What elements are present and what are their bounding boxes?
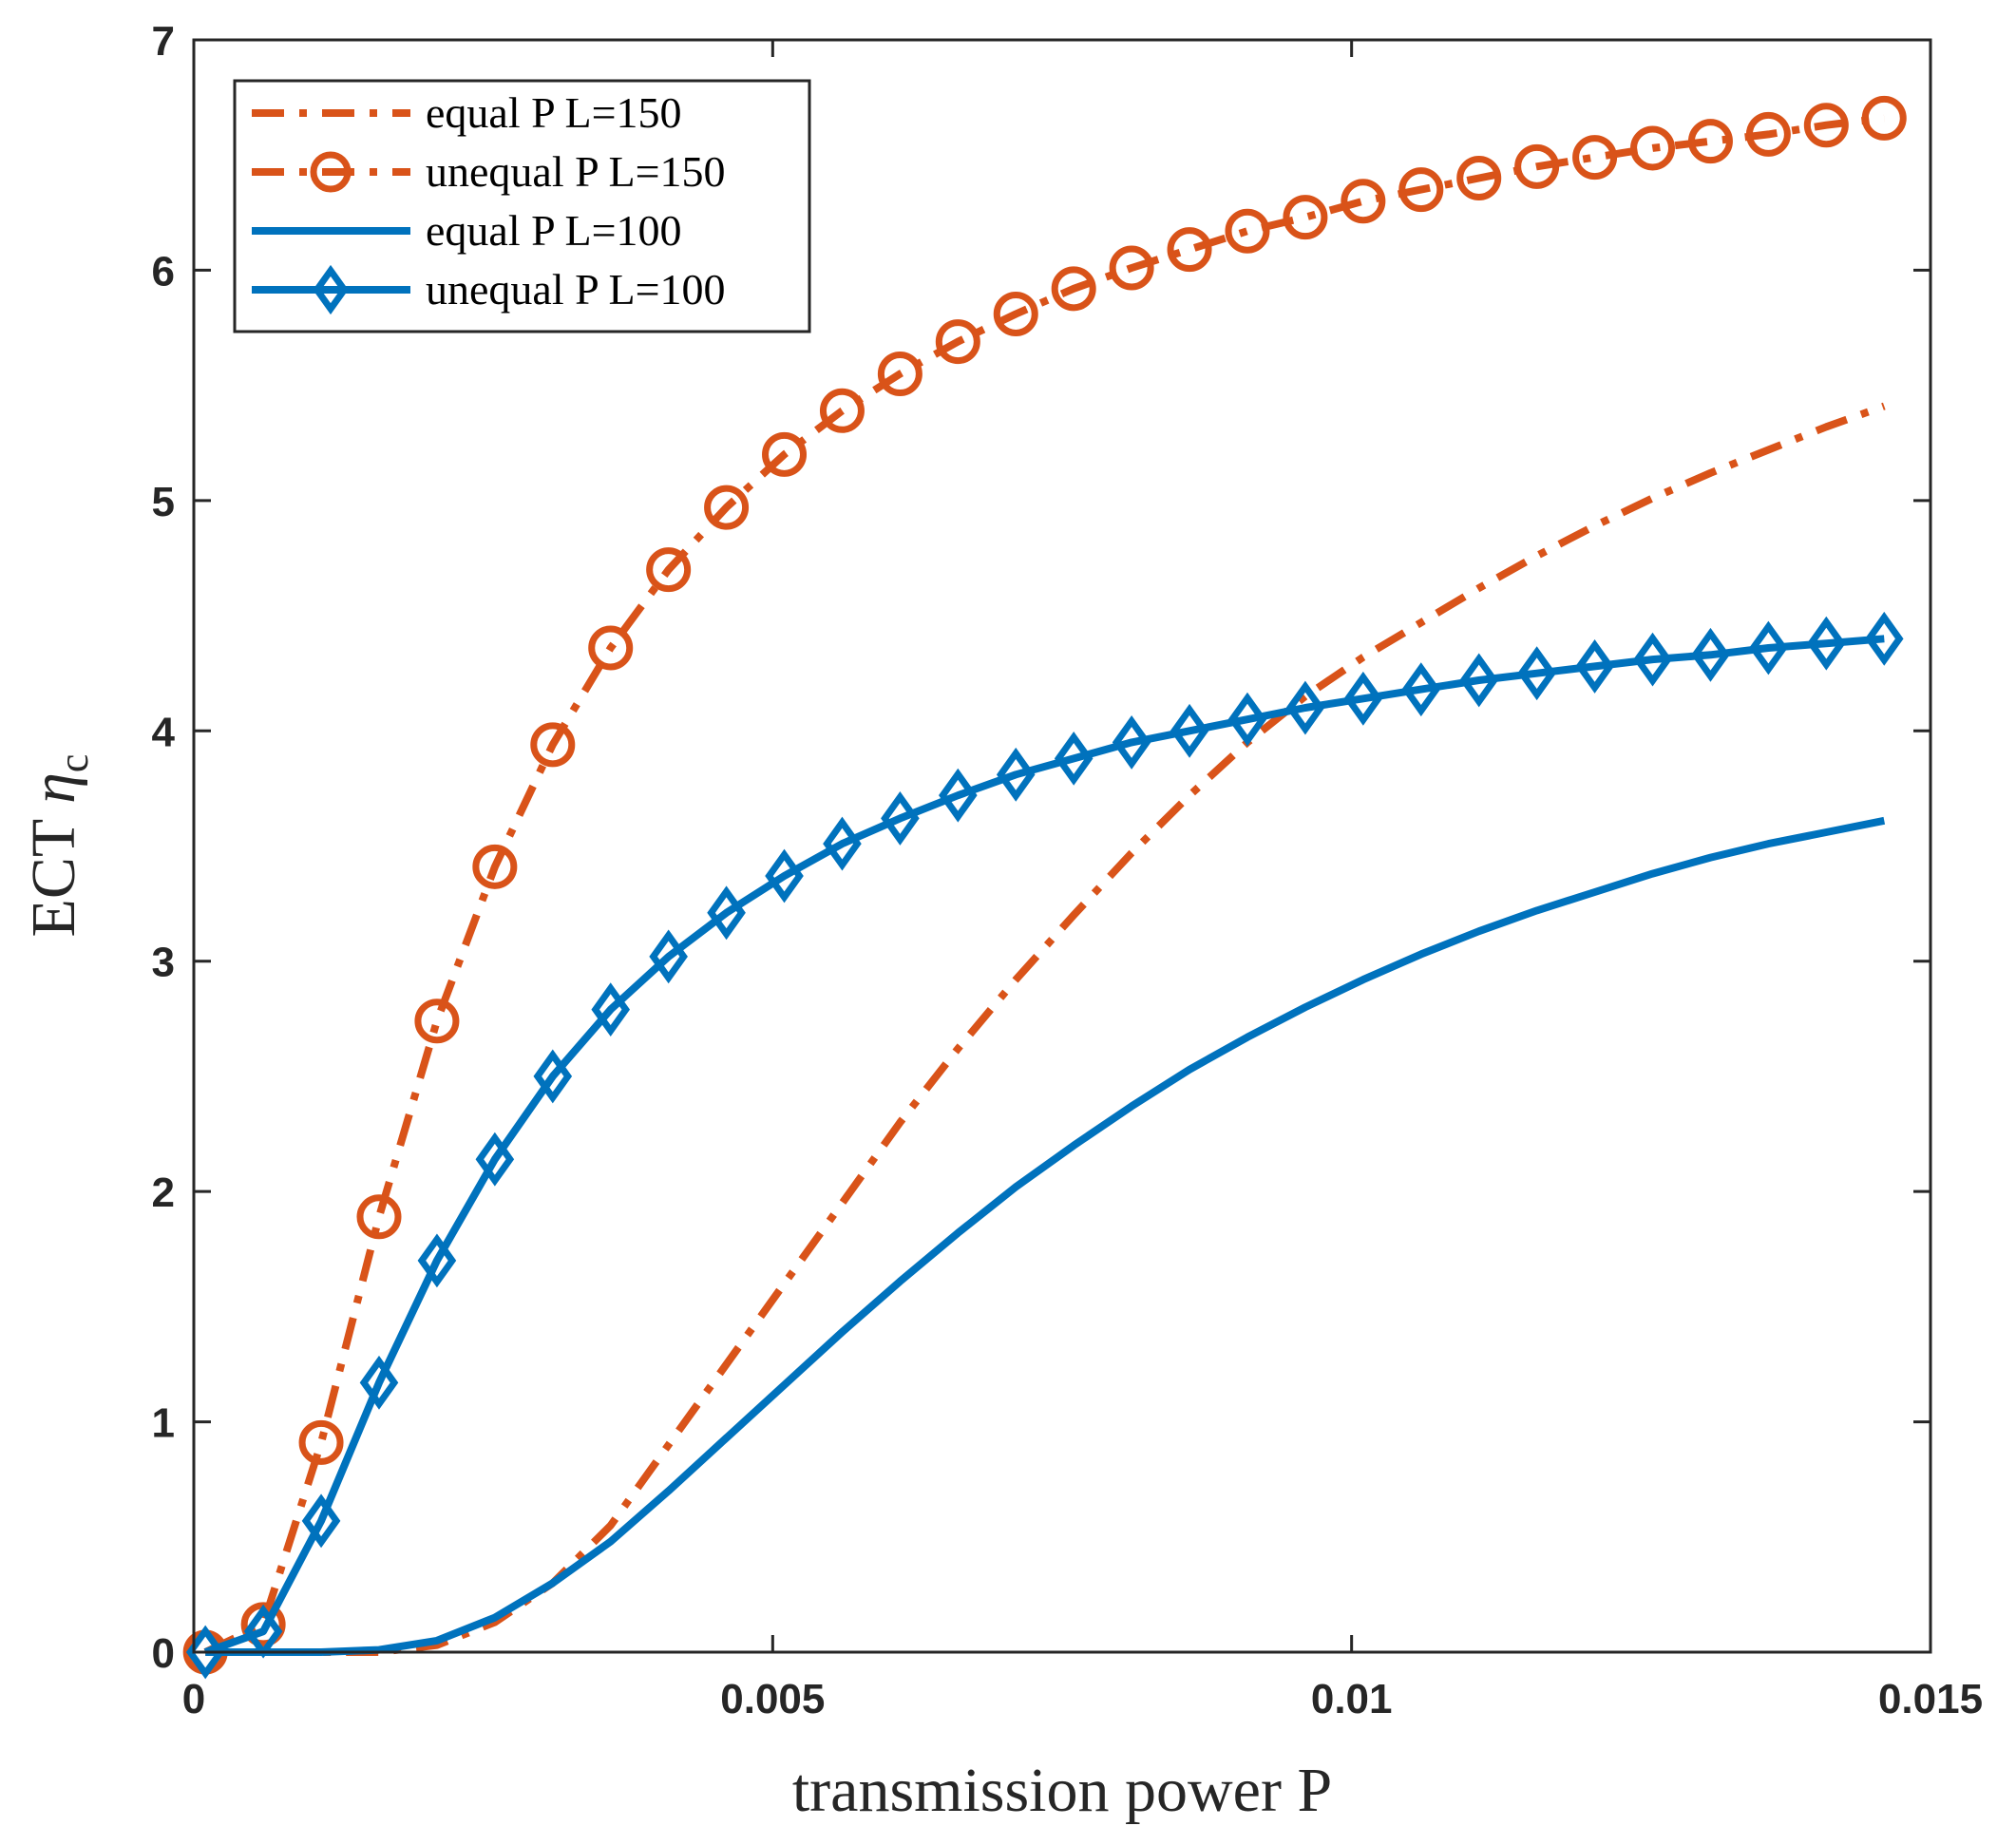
legend-entry-3: unequal P L=100 (252, 264, 726, 315)
data-point-3-15 (1054, 731, 1094, 786)
y-tick-label: 7 (152, 18, 175, 65)
legend: equal P L=150 unequal P L=150 equal P L=10… (233, 79, 811, 333)
x-tick-label: 0 (182, 1676, 205, 1722)
x-tick-label: 0.01 (1311, 1676, 1393, 1722)
legend-label: unequal P L=150 (426, 147, 726, 196)
series-line-0 (205, 402, 1886, 1656)
data-point-1-16 (1109, 245, 1154, 291)
data-point-3-22 (1459, 653, 1499, 708)
data-point-1-7 (588, 625, 634, 671)
data-point-3-26 (1691, 627, 1730, 682)
series-2 (205, 816, 1886, 1656)
data-point-1-19 (1283, 195, 1328, 240)
y-tick-label: 4 (152, 709, 176, 755)
data-point-1-5 (472, 844, 518, 889)
data-point-1-4 (414, 999, 460, 1044)
data-point-3-27 (1749, 620, 1788, 675)
data-point-1-2 (298, 1419, 344, 1465)
data-point-3-16 (1112, 714, 1151, 770)
x-tick-label: 0.005 (720, 1676, 825, 1722)
y-axis-label-symbol: η (19, 772, 88, 804)
data-point-1-20 (1341, 179, 1386, 224)
data-point-3-10 (765, 848, 804, 903)
y-tick-label: 5 (152, 479, 175, 525)
series-3 (185, 611, 1904, 1680)
series-line-3 (203, 635, 1885, 1656)
x-axis-label: transmission power P (792, 1756, 1332, 1825)
data-point-1-29 (1861, 95, 1907, 141)
data-point-1-3 (356, 1194, 402, 1240)
data-point-3-0 (185, 1625, 225, 1680)
data-point-3-9 (707, 885, 746, 941)
series-line-2 (205, 816, 1886, 1656)
y-axis-label: ECT ηc (19, 754, 97, 938)
y-tick-label: 0 (152, 1630, 175, 1677)
data-point-3-12 (881, 790, 920, 846)
y-axis-label-main: ECT (19, 819, 88, 938)
data-point-3-28 (1807, 616, 1846, 671)
data-point-3-20 (1343, 671, 1383, 726)
legend-box (233, 79, 811, 333)
data-point-3-21 (1401, 662, 1441, 717)
data-point-3-13 (939, 768, 978, 823)
series-0 (205, 402, 1886, 1656)
data-point-3-6 (533, 1049, 573, 1104)
data-point-1-12 (877, 352, 922, 397)
data-point-1-22 (1456, 155, 1502, 200)
data-point-1-13 (935, 319, 980, 365)
data-point-3-7 (591, 982, 631, 1037)
data-point-1-21 (1398, 167, 1444, 213)
data-point-3-8 (649, 929, 688, 984)
legend-entry-0: equal P L=150 (252, 88, 682, 137)
data-point-3-4 (417, 1233, 457, 1288)
data-point-1-26 (1687, 119, 1733, 164)
data-point-1-8 (646, 547, 692, 593)
data-point-3-14 (996, 747, 1036, 802)
data-point-3-11 (823, 816, 862, 871)
data-point-1-23 (1514, 143, 1560, 189)
data-point-1-27 (1745, 111, 1791, 157)
data-point-1-14 (993, 291, 1038, 336)
data-point-1-25 (1630, 125, 1676, 171)
data-point-3-29 (1864, 611, 1904, 666)
data-point-1-28 (1803, 103, 1849, 148)
legend-entry-2: equal P L=100 (252, 206, 682, 255)
tick-layer: 0 0.005 0.01 0.015 0 1 2 3 4 5 6 7 (152, 18, 1984, 1722)
series-layer (182, 95, 1907, 1680)
legend-label: equal P L=150 (426, 88, 682, 137)
data-point-1-24 (1572, 135, 1618, 181)
data-point-3-17 (1170, 703, 1209, 758)
data-point-3-18 (1227, 692, 1267, 747)
data-point-3-5 (475, 1132, 515, 1187)
data-point-1-9 (704, 485, 750, 530)
y-tick-label: 6 (152, 248, 175, 295)
data-point-1-18 (1225, 208, 1270, 254)
data-point-3-2 (301, 1493, 341, 1549)
data-point-3-25 (1633, 632, 1672, 687)
data-point-1-11 (819, 388, 865, 433)
plot-area-frame (192, 38, 1932, 1654)
series-line-1 (203, 114, 1885, 1656)
data-point-1-10 (762, 431, 808, 477)
data-point-3-3 (359, 1355, 399, 1410)
legend-swatch-marker (310, 151, 352, 193)
legend-label: equal P L=100 (426, 206, 682, 255)
legend-label: unequal P L=100 (426, 265, 726, 314)
legend-entry-1: unequal P L=150 (252, 147, 726, 196)
data-point-3-24 (1575, 638, 1614, 694)
y-tick-label: 2 (152, 1170, 175, 1216)
legend-swatch-marker (313, 264, 349, 315)
data-point-3-19 (1285, 680, 1325, 735)
data-point-1-17 (1167, 227, 1212, 273)
y-axis-label-subscript: c (50, 754, 97, 773)
data-point-3-23 (1517, 646, 1556, 701)
data-point-1-6 (530, 722, 576, 768)
x-tick-label: 0.015 (1878, 1676, 1983, 1722)
y-tick-label: 1 (152, 1400, 175, 1447)
y-tick-label: 3 (152, 940, 175, 986)
data-point-1-15 (1051, 266, 1096, 312)
